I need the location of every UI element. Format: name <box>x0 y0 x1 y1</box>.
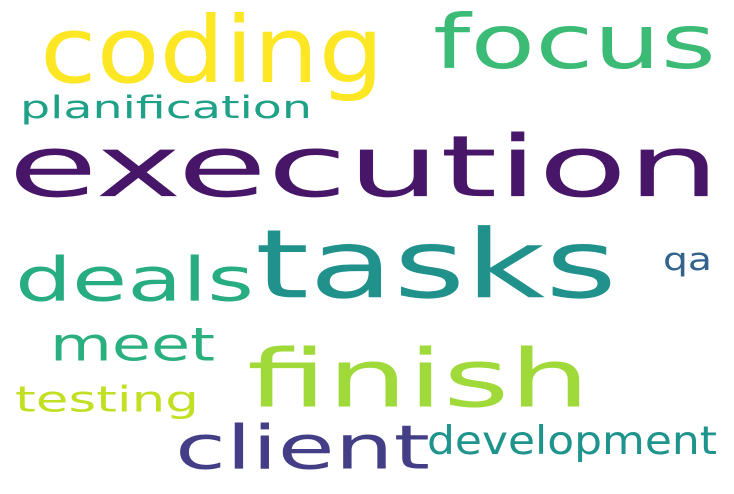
word-coding: coding <box>40 0 384 105</box>
word-client: client <box>175 412 430 484</box>
word-development: development <box>427 418 717 464</box>
word-execution: execution <box>8 117 720 217</box>
word-planification: planification <box>20 89 312 126</box>
word-tasks: tasks <box>255 209 617 321</box>
word-meet: meet <box>50 317 215 372</box>
word-qa: qa <box>663 241 712 278</box>
word-focus: focus <box>433 0 716 86</box>
word-testing: testing <box>15 379 200 421</box>
word-deals: deals <box>15 244 254 316</box>
word-finish: finish <box>247 333 590 426</box>
